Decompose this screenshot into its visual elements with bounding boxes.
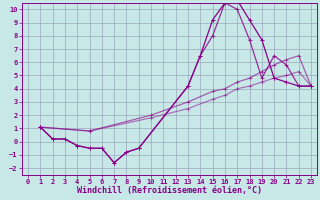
X-axis label: Windchill (Refroidissement éolien,°C): Windchill (Refroidissement éolien,°C) bbox=[77, 186, 262, 195]
